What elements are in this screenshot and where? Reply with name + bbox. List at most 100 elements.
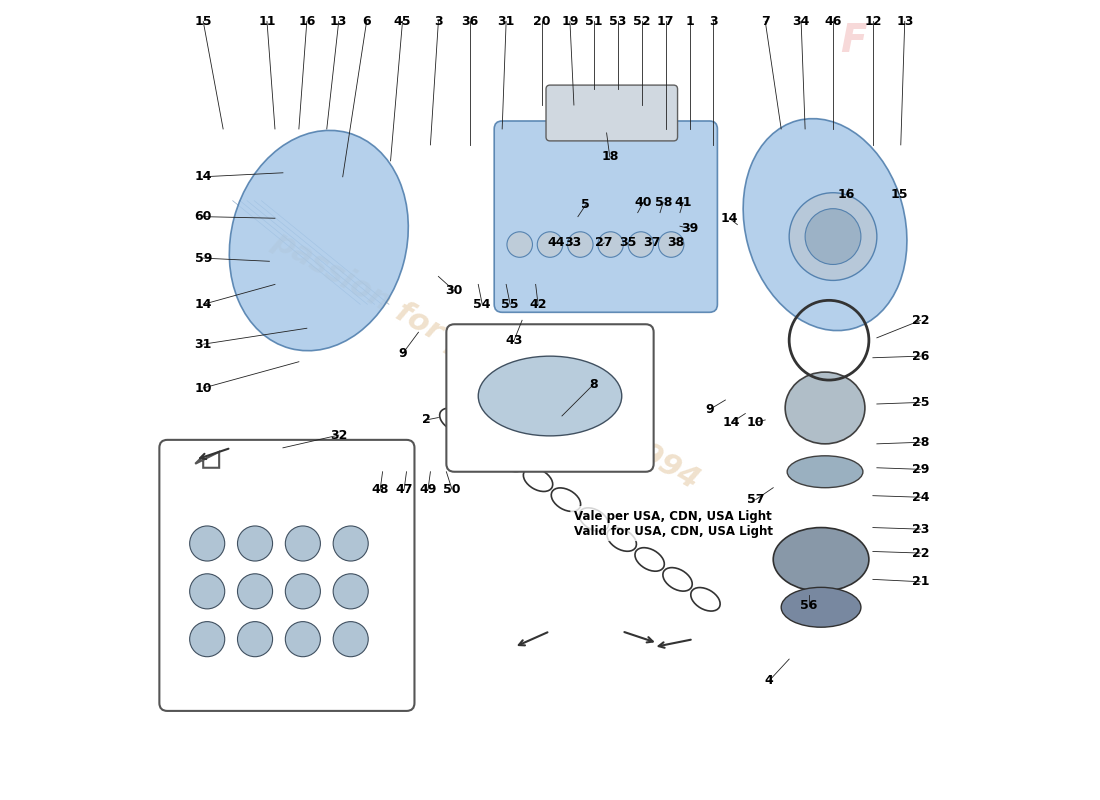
Text: 10: 10 [195,382,212,394]
Circle shape [189,622,224,657]
Text: 16: 16 [298,15,316,28]
Text: 40: 40 [635,196,652,209]
Text: 54: 54 [473,298,491,311]
Text: 31: 31 [195,338,212,350]
Ellipse shape [478,356,622,436]
Text: 42: 42 [529,298,547,311]
Ellipse shape [785,372,865,444]
Circle shape [285,622,320,657]
Text: 52: 52 [632,15,650,28]
Text: 14: 14 [195,298,212,311]
Text: 29: 29 [912,463,930,476]
Circle shape [537,232,563,258]
Text: 41: 41 [674,196,692,209]
Text: F: F [839,22,866,60]
Text: 49: 49 [419,482,437,496]
Text: 21: 21 [912,575,930,588]
Text: 48: 48 [372,482,389,496]
Ellipse shape [773,527,869,591]
Text: 20: 20 [534,15,551,28]
Circle shape [238,574,273,609]
FancyBboxPatch shape [546,85,678,141]
Text: 37: 37 [644,237,661,250]
Circle shape [189,574,224,609]
Text: 3: 3 [710,15,717,28]
Circle shape [628,232,653,258]
Text: 59: 59 [195,251,212,265]
Text: 43: 43 [505,334,522,346]
Text: 26: 26 [912,350,930,362]
Text: 23: 23 [912,522,930,536]
Circle shape [285,526,320,561]
FancyBboxPatch shape [447,324,653,472]
Text: 14: 14 [723,416,740,429]
Text: 56: 56 [801,599,817,612]
Text: 35: 35 [619,237,637,250]
Text: 44: 44 [548,237,565,250]
Text: 3: 3 [434,15,442,28]
FancyBboxPatch shape [494,121,717,312]
Text: 14: 14 [195,170,212,183]
Text: 25: 25 [912,396,930,409]
Text: 17: 17 [657,15,674,28]
Text: 36: 36 [462,15,478,28]
Circle shape [238,526,273,561]
Text: 57: 57 [747,493,764,506]
Text: 16: 16 [838,188,856,201]
Text: 11: 11 [258,15,276,28]
Circle shape [805,209,861,265]
Text: 39: 39 [681,222,698,235]
Ellipse shape [788,456,862,488]
Circle shape [189,526,224,561]
Text: 46: 46 [824,15,842,28]
Text: Vale per USA, CDN, USA Light
Valid for USA, CDN, USA Light: Vale per USA, CDN, USA Light Valid for U… [574,510,773,538]
Circle shape [333,622,369,657]
Text: 13: 13 [330,15,348,28]
Text: 33: 33 [563,237,581,250]
Circle shape [285,574,320,609]
Text: 5: 5 [582,198,591,211]
Text: 50: 50 [443,482,461,496]
Text: 51: 51 [585,15,603,28]
Text: 18: 18 [601,150,618,163]
Text: 1: 1 [685,15,694,28]
Text: passion for parts since 1994: passion for parts since 1994 [267,226,705,494]
Text: 6: 6 [362,15,371,28]
Text: 8: 8 [590,378,598,390]
Text: 15: 15 [890,188,908,201]
Text: 4: 4 [764,674,773,687]
Polygon shape [195,452,219,468]
Text: 22: 22 [912,546,930,559]
Circle shape [659,232,684,258]
Text: 14: 14 [720,212,738,225]
Text: 9: 9 [398,347,407,360]
Ellipse shape [744,118,906,330]
FancyBboxPatch shape [160,440,415,711]
Text: 53: 53 [609,15,627,28]
Text: 19: 19 [561,15,579,28]
Text: 34: 34 [792,15,810,28]
Text: 55: 55 [502,298,519,311]
Text: 27: 27 [595,237,613,250]
Circle shape [333,526,369,561]
Circle shape [333,574,369,609]
Text: 45: 45 [394,15,411,28]
Text: 60: 60 [195,210,212,223]
Text: 47: 47 [395,482,412,496]
Circle shape [597,232,624,258]
Text: 10: 10 [747,416,764,429]
Text: 31: 31 [497,15,515,28]
Ellipse shape [781,587,861,627]
Circle shape [789,193,877,281]
Text: 15: 15 [195,15,212,28]
Text: 22: 22 [912,314,930,326]
Text: 2: 2 [422,414,431,426]
Circle shape [507,232,532,258]
Circle shape [568,232,593,258]
Ellipse shape [229,130,408,350]
Text: 24: 24 [912,490,930,504]
Circle shape [238,622,273,657]
Text: 38: 38 [668,237,684,250]
Text: 12: 12 [865,15,881,28]
Text: 32: 32 [330,429,348,442]
